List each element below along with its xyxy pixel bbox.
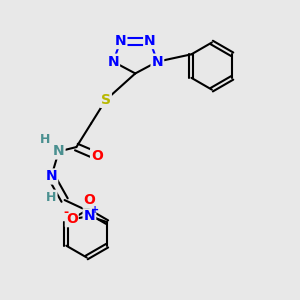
Text: O: O bbox=[66, 212, 78, 226]
Text: N: N bbox=[53, 145, 64, 158]
Text: N: N bbox=[152, 55, 163, 69]
Text: N: N bbox=[115, 34, 126, 48]
Text: N: N bbox=[46, 169, 57, 184]
Text: O: O bbox=[83, 193, 95, 207]
Text: N: N bbox=[107, 55, 119, 69]
Text: H: H bbox=[40, 133, 51, 146]
Text: S: S bbox=[101, 93, 111, 107]
Text: O: O bbox=[91, 149, 103, 163]
Text: H: H bbox=[46, 190, 56, 204]
Text: +: + bbox=[91, 206, 99, 215]
Text: N: N bbox=[144, 34, 156, 48]
Text: -: - bbox=[63, 206, 68, 219]
Text: N: N bbox=[84, 209, 95, 223]
